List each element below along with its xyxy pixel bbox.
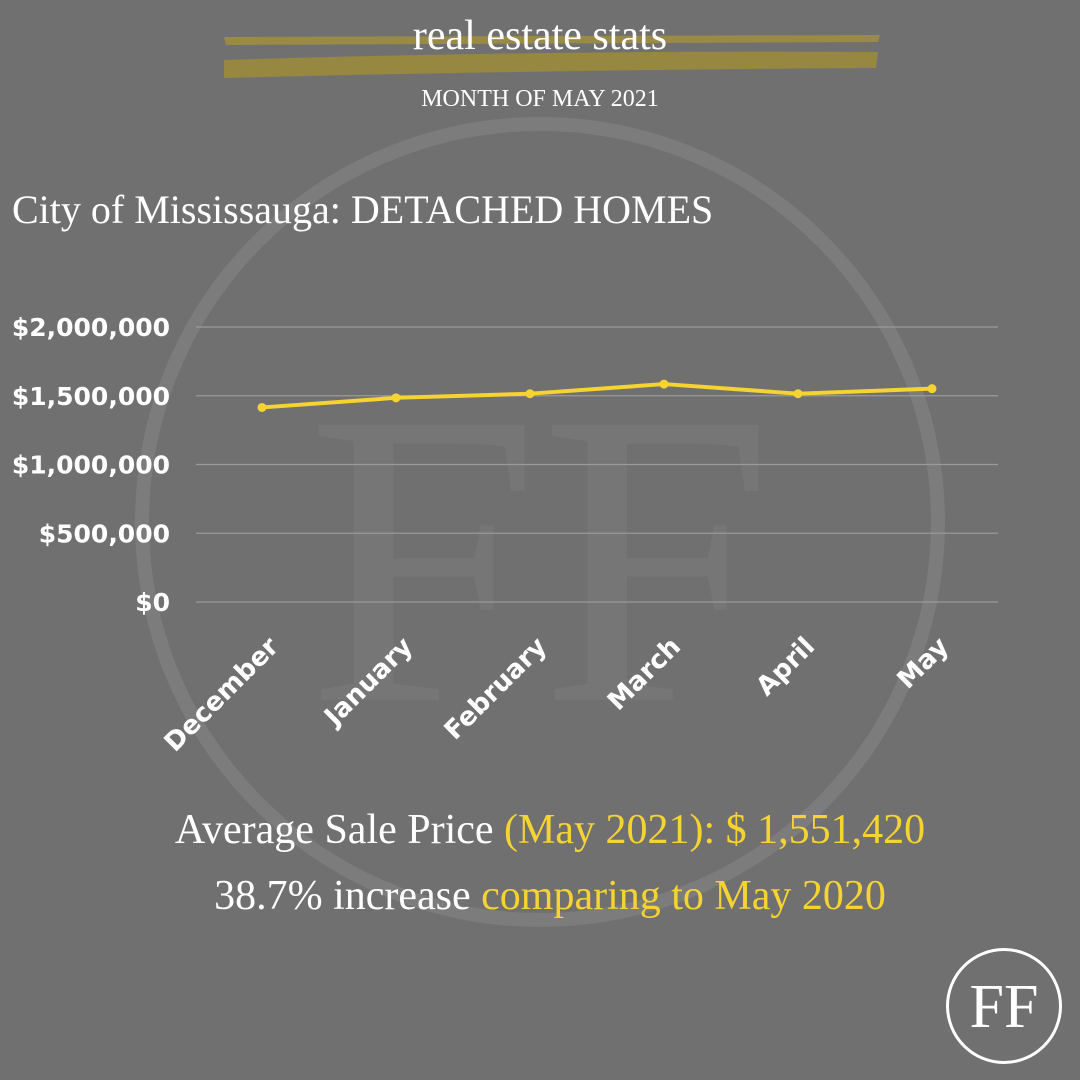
line-chart: $0 $500,000 $1,000,000 $1,500,000 $2,000,000… [12,313,998,758]
x-tick-label: April [751,632,821,702]
y-tick-label: $1,500,000 [12,382,170,411]
x-tick-label: December [159,632,285,758]
price-change-comparison: comparing to May 2020 [481,873,886,919]
y-tick-label: $2,000,000 [12,313,170,342]
data-point [525,389,535,399]
average-sale-price-value: (May 2021): $ 1,551,420 [504,807,926,853]
data-point [927,384,937,394]
svg-text:FF: FF [970,973,1039,1041]
svg-text:FF: FF [306,326,773,791]
ff-monogram-logo-icon: FF [970,973,1039,1041]
x-tick-label: January [317,632,419,734]
page-subtitle: MONTH OF MAY 2021 [421,86,659,112]
data-point [659,379,669,389]
data-point [391,393,401,403]
price-change-value: 38.7% increase [214,873,482,919]
average-sale-price-label: Average Sale Price [174,807,505,853]
x-tick-label: February [439,632,553,746]
price-change: 38.7% increase comparing to May 2020 [0,872,1080,920]
chart-heading: City of Mississauga: DETACHED HOMES [12,187,714,232]
data-point [793,389,803,399]
page-title: real estate stats [412,13,668,59]
x-tick-label: May [892,632,955,695]
average-sale-price: Average Sale Price (May 2021): $ 1,551,4… [0,806,1080,854]
series-line [261,382,933,410]
ff-logo: FF [946,948,1062,1064]
x-tick-label: March [602,632,687,717]
y-tick-label: $500,000 [39,519,170,548]
y-tick-label: $0 [135,588,170,617]
data-point [257,402,267,412]
y-tick-label: $1,000,000 [12,451,170,480]
